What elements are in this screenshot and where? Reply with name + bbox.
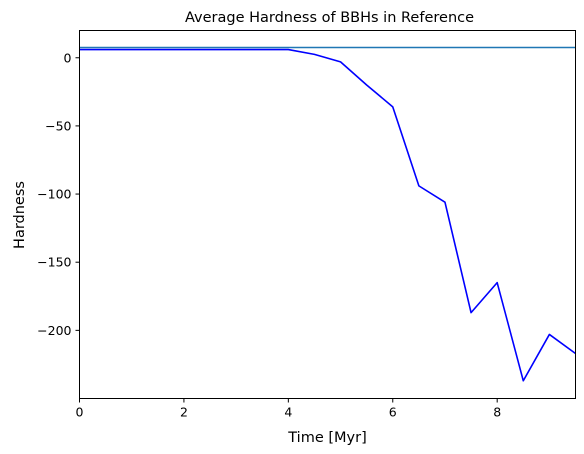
y-tick-label: 0: [64, 50, 72, 65]
plot-area: [79, 46, 576, 382]
x-tick-label: 8: [493, 405, 501, 420]
x-tick-label: 6: [389, 405, 397, 420]
x-tick-label: 2: [180, 405, 188, 420]
y-axis: 0 −50 −100 −150 −200: [37, 50, 80, 338]
y-tick-label: −150: [37, 255, 71, 270]
y-tick-label: −50: [45, 118, 71, 133]
plot-frame: [79, 30, 576, 399]
y-tick-label: −100: [37, 187, 71, 202]
series-line-0: [79, 48, 576, 382]
x-tick-label: 0: [76, 405, 84, 420]
y-tick-label: −200: [37, 323, 71, 338]
chart-title: Average Hardness of BBHs in Reference: [185, 10, 474, 26]
x-axis-label: Time [Myr]: [287, 430, 366, 446]
x-tick-label: 4: [284, 405, 292, 420]
y-axis-label: Hardness: [12, 181, 28, 249]
x-axis: 0 2 4 6 8: [76, 398, 501, 420]
